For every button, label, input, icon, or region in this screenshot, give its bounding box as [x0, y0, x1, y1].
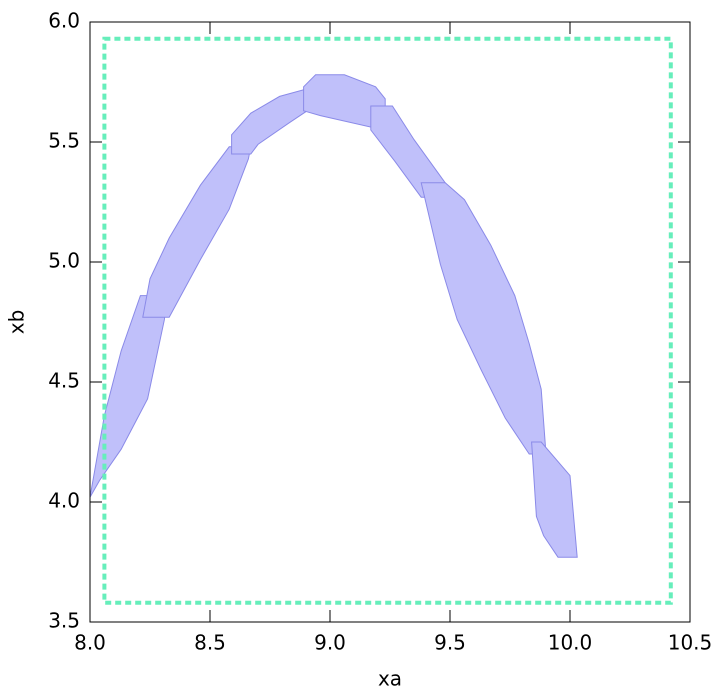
region [303, 74, 386, 129]
y-axis-label: xb [5, 310, 29, 335]
x-tick-label: 8.0 [74, 631, 106, 655]
x-tick-label: 10.5 [668, 631, 713, 655]
x-tick-label: 8.5 [194, 631, 226, 655]
x-tick-label: 10.0 [548, 631, 593, 655]
x-axis-label: xa [378, 667, 402, 691]
y-tick-label: 3.5 [48, 609, 80, 633]
x-tick-label: 9.0 [314, 631, 346, 655]
y-tick-label: 5.0 [48, 249, 80, 273]
plot-frame [89, 21, 691, 623]
region [142, 146, 252, 318]
y-tick-label: 4.5 [48, 369, 80, 393]
region [89, 295, 168, 498]
y-tick-label: 5.5 [48, 129, 80, 153]
y-tick-label: 6.0 [48, 9, 80, 33]
y-tick-label: 4.0 [48, 489, 80, 513]
x-tick-label: 9.5 [434, 631, 466, 655]
region [420, 182, 547, 455]
dashed-box [102, 36, 673, 605]
region [531, 441, 578, 558]
